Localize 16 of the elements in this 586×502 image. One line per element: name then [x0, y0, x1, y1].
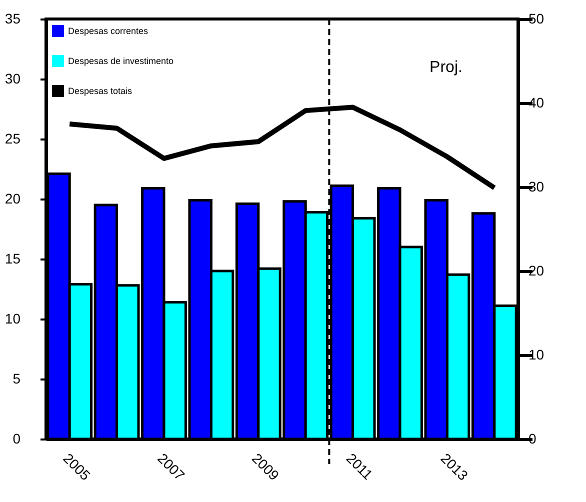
- y-tick-label: 15: [4, 250, 21, 266]
- y-tick-label: 5: [12, 370, 21, 386]
- y-tick-label: 10: [4, 310, 21, 326]
- y2-tick-label: 30: [528, 178, 544, 194]
- legend-label: Despesas de investimento: [68, 56, 174, 66]
- y-tick-label: 20: [4, 190, 21, 206]
- y-tick-label: 30: [4, 70, 21, 86]
- y2-tick-label: 20: [528, 262, 544, 278]
- legend-label: Despesas correntes: [68, 26, 149, 36]
- y-tick-label: 35: [4, 10, 21, 26]
- y-tick-label: 25: [4, 130, 21, 146]
- legend-label: Despesas totais: [68, 86, 133, 96]
- y-tick-label: 0: [12, 430, 21, 446]
- annotation: Proj.: [430, 59, 462, 76]
- y2-tick-label: 10: [528, 346, 544, 362]
- y2-tick-label: 50: [528, 10, 544, 26]
